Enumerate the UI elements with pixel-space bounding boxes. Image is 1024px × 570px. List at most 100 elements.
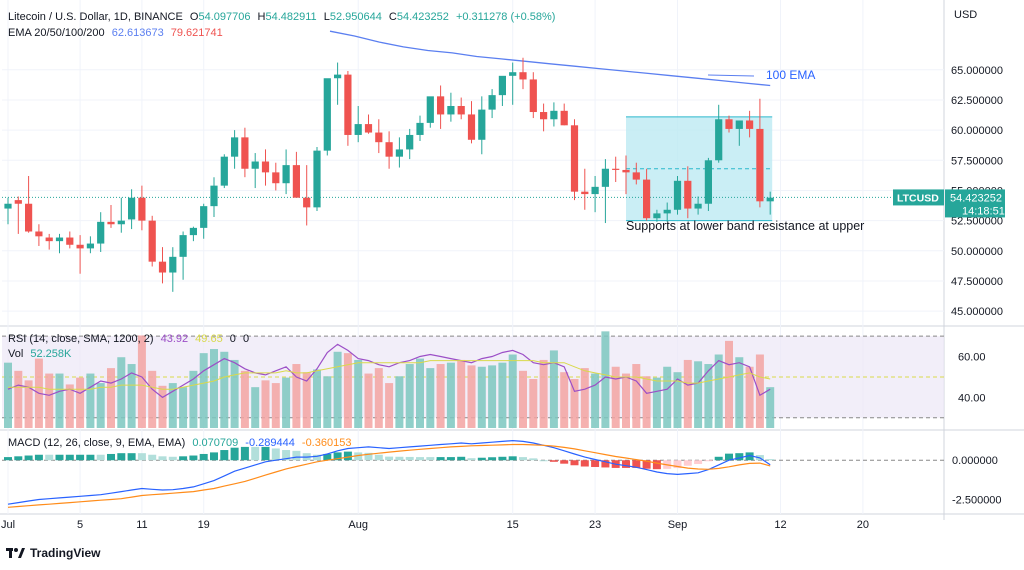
volume-bar (86, 373, 95, 428)
candle-body (148, 220, 156, 262)
time-tick-label: 5 (77, 519, 83, 531)
volume-bar (251, 387, 260, 428)
candle-body (375, 132, 383, 143)
macd-histogram-bar (364, 452, 373, 461)
ema-annotation-line (707, 74, 755, 77)
candle-body (601, 168, 609, 187)
macd-histogram-bar (560, 460, 569, 464)
candle-body (735, 120, 743, 129)
candle-body (138, 197, 146, 221)
candle-body (612, 168, 620, 170)
macd-histogram-bar (65, 454, 74, 461)
candle-body (86, 243, 94, 249)
macd-histogram-bar (426, 457, 435, 461)
macd-histogram-bar (220, 450, 229, 461)
support-annotation: Supports at lower band resistance at upp… (626, 219, 864, 233)
volume-bar (755, 354, 764, 428)
macd-histogram-bar (137, 453, 146, 461)
rsi-ma-line (8, 360, 771, 390)
macd-histogram-bar (467, 458, 476, 461)
open-label: O (189, 11, 199, 23)
macd-histogram-bar (76, 454, 85, 461)
macd-histogram-bar (549, 460, 558, 462)
candle-body (704, 160, 712, 204)
ema-100-line (329, 30, 771, 87)
high-value: 54.482911 (265, 11, 317, 23)
price-tick-label: 62.500000 (951, 95, 1003, 107)
candle-body (45, 237, 53, 242)
candle-body (570, 125, 579, 192)
candle-body (447, 105, 455, 115)
volume-bar (467, 365, 476, 428)
candle-body (653, 213, 661, 219)
macd-histogram-bar (457, 456, 466, 461)
macd-value-2: -0.289444 (245, 437, 295, 449)
candle-body (241, 137, 249, 169)
macd-histogram-bar (251, 446, 260, 461)
volume-bar (107, 368, 115, 428)
volume-bar (127, 364, 136, 428)
macd-histogram-bar (735, 453, 744, 461)
volume-bar (220, 351, 229, 428)
macd-histogram-bar (230, 447, 239, 461)
candle-body (715, 119, 723, 161)
rsi-tick-label: 60.00 (958, 352, 986, 364)
macd-histogram-bar (107, 453, 115, 461)
candle-body (498, 75, 506, 96)
macd-histogram-bar (24, 455, 33, 461)
macd-histogram-bar (158, 456, 167, 461)
time-tick-label: 19 (198, 519, 210, 531)
macd-histogram-bar (632, 460, 641, 468)
volume-bar (725, 340, 733, 428)
volume-bar (426, 368, 435, 428)
volume-bar (240, 370, 249, 428)
volume-bar (385, 383, 394, 428)
volume-bar (96, 383, 105, 428)
volume-bar (457, 359, 466, 428)
candle-body (591, 186, 599, 195)
volume-bar (199, 353, 208, 428)
time-tick-label: 11 (136, 519, 147, 531)
macd-histogram-bar (488, 457, 497, 461)
candle-body (437, 96, 445, 115)
candle-body (25, 203, 33, 232)
candle-body (344, 74, 352, 135)
volume-bar (65, 384, 74, 428)
rsi-value-4: 0 (242, 333, 250, 345)
tradingview-brand[interactable]: TradingView (6, 546, 100, 560)
candle-body (334, 74, 342, 79)
volume-bar (704, 364, 713, 428)
macd-histogram-bar (199, 453, 208, 461)
candle-body (272, 172, 280, 184)
candle-body (179, 235, 187, 257)
volume-bar (683, 359, 692, 428)
countdown-label: 14:18:51 (962, 205, 1005, 217)
volume-bar (549, 350, 558, 428)
candle-body (364, 124, 373, 133)
candle-body (261, 161, 270, 173)
ema-legend: EMA 20/50/100/200 62.613673 79.621741 (8, 27, 227, 39)
candle-body (354, 124, 362, 135)
tradingview-logo-icon (6, 548, 25, 558)
macd-histogram-bar (622, 460, 630, 468)
candle-body (622, 169, 630, 173)
current-price-tag (945, 189, 1005, 218)
candle-body (488, 95, 496, 110)
volume-bar (735, 357, 744, 428)
macd-histogram-bar (642, 460, 651, 469)
volume-bar (539, 359, 548, 428)
macd-histogram-bar (446, 457, 455, 461)
candle-body (14, 200, 22, 204)
candle-body (509, 72, 517, 76)
macd-histogram-bar (416, 457, 424, 461)
time-tick-label: 20 (857, 519, 869, 531)
volume-bar (694, 361, 703, 428)
close-label: C (388, 11, 397, 23)
candle-body (766, 197, 774, 202)
ema-value-2: 79.621741 (170, 27, 223, 39)
chart-legend: Litecoin / U.S. Dollar, 1D, BINANCE O54.… (8, 11, 559, 23)
macd-histogram-bar (210, 452, 218, 461)
volume-bar (508, 354, 517, 428)
symbol-tag-label: LTCUSD (897, 192, 939, 204)
